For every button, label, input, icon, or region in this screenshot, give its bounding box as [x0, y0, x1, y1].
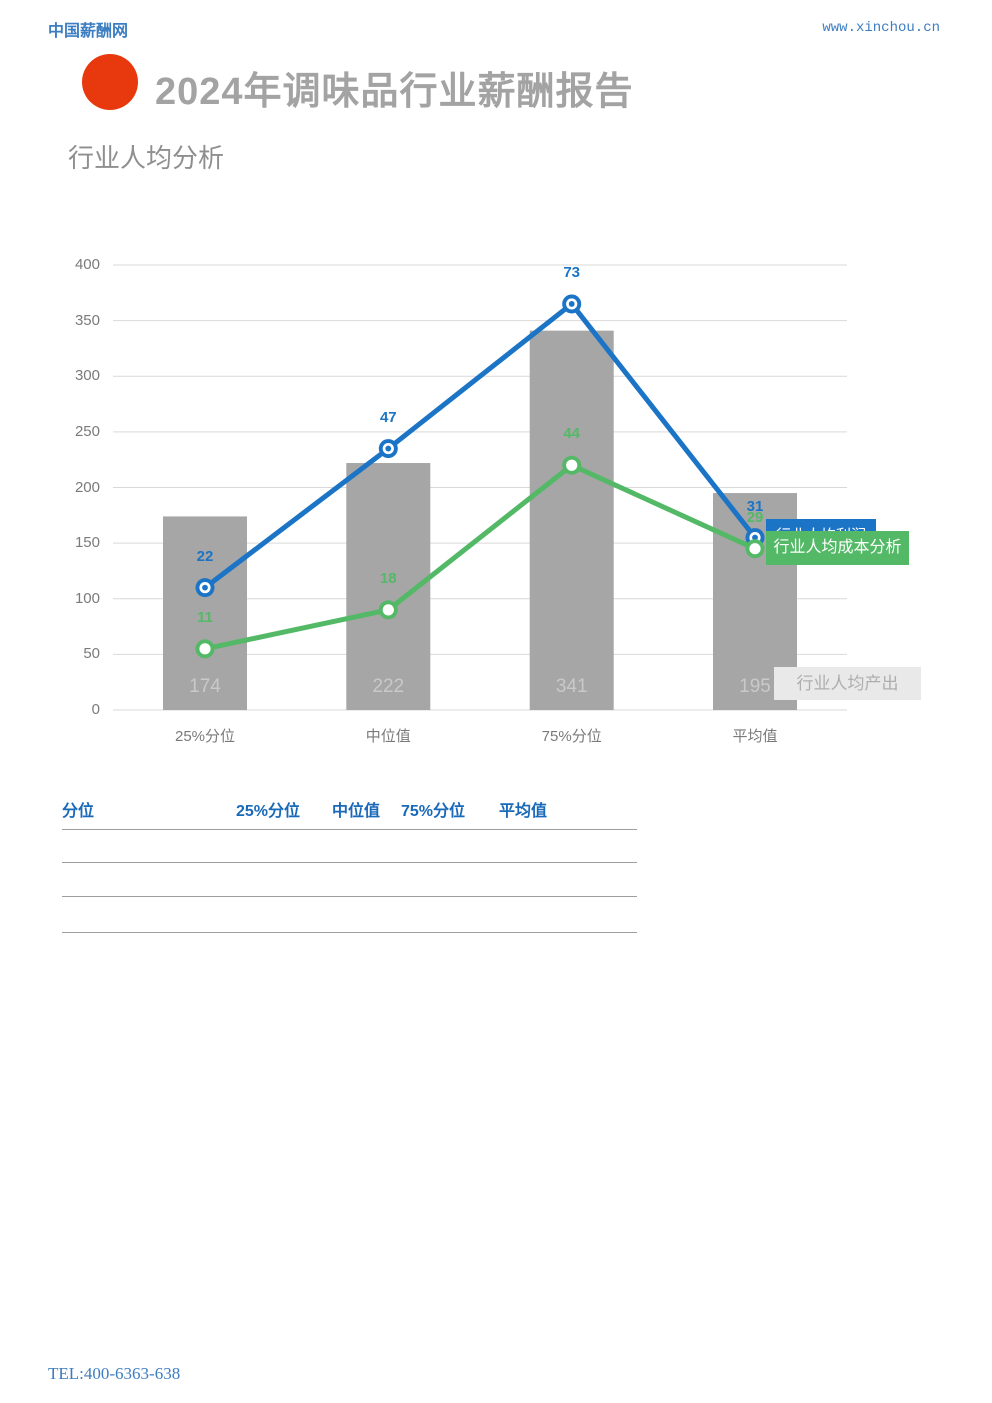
- table-header-median: 中位值: [331, 803, 380, 820]
- page-title: 2024年调味品行业薪酬报告: [155, 71, 634, 113]
- site-url-link[interactable]: www.xinchou.cn: [822, 20, 940, 36]
- percentile-table: 分位 25%分位 中位值 75%分位 平均值: [62, 798, 637, 933]
- contact-phone[interactable]: TEL:400-6363-638: [48, 1364, 181, 1383]
- brand-dot-icon: [82, 54, 138, 110]
- table-row: [62, 863, 637, 897]
- per-capita-chart: [113, 264, 847, 711]
- chart-section-title: 行业人均分析: [68, 143, 225, 173]
- table-row: [62, 830, 637, 863]
- table-header-75th: 75%分位: [400, 803, 465, 820]
- legend-cost-series[interactable]: 行业人均成本分析: [766, 531, 909, 565]
- table-header-average: 平均值: [498, 803, 547, 820]
- table-header-row: 分位 25%分位 中位值 75%分位 平均值: [62, 798, 637, 830]
- table-header-25th: 25%分位: [235, 803, 300, 820]
- table-row: [62, 897, 637, 933]
- logo-text[interactable]: 中国薪酬网: [48, 23, 129, 40]
- table-header-percentile: 分位: [62, 803, 95, 820]
- legend-output-series[interactable]: 行业人均产出: [774, 667, 921, 700]
